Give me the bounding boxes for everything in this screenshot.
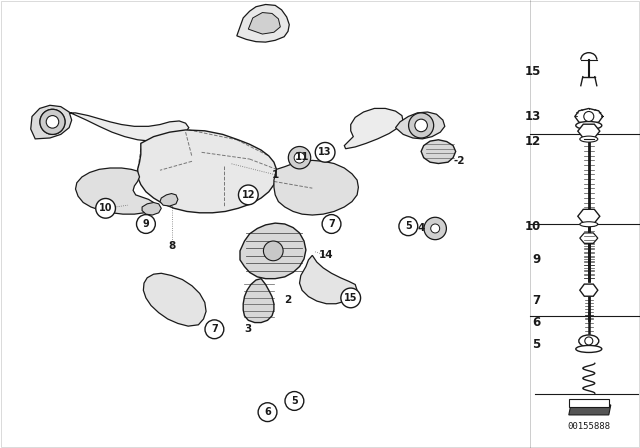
- Text: -2: -2: [454, 156, 465, 166]
- Text: 9: 9: [143, 219, 149, 229]
- Circle shape: [289, 146, 311, 169]
- Text: 15: 15: [524, 65, 541, 78]
- Text: 10: 10: [525, 220, 541, 233]
- Text: 13: 13: [525, 110, 541, 123]
- Polygon shape: [248, 13, 280, 34]
- Circle shape: [46, 116, 59, 128]
- Circle shape: [322, 215, 341, 233]
- Circle shape: [136, 215, 156, 233]
- Polygon shape: [76, 168, 155, 214]
- Text: 14: 14: [319, 250, 333, 260]
- Polygon shape: [344, 108, 403, 149]
- Polygon shape: [274, 160, 358, 215]
- Circle shape: [585, 337, 593, 345]
- Ellipse shape: [576, 121, 602, 129]
- Circle shape: [415, 119, 428, 132]
- Text: 3: 3: [244, 324, 252, 334]
- Text: 7: 7: [328, 219, 335, 229]
- Circle shape: [294, 152, 305, 163]
- Polygon shape: [421, 140, 456, 164]
- Polygon shape: [580, 233, 598, 243]
- Text: 7: 7: [532, 293, 541, 307]
- Text: 13: 13: [318, 147, 332, 157]
- Ellipse shape: [580, 136, 598, 142]
- Circle shape: [399, 217, 418, 236]
- Text: 11: 11: [295, 152, 309, 162]
- Polygon shape: [240, 223, 306, 279]
- Circle shape: [40, 109, 65, 134]
- Polygon shape: [142, 202, 161, 215]
- Polygon shape: [569, 405, 611, 415]
- Polygon shape: [300, 255, 357, 304]
- Text: 00155888: 00155888: [567, 422, 611, 431]
- Ellipse shape: [579, 335, 599, 347]
- FancyBboxPatch shape: [569, 399, 609, 407]
- Circle shape: [341, 288, 360, 308]
- Text: 5: 5: [405, 221, 412, 231]
- Polygon shape: [143, 273, 206, 326]
- Circle shape: [239, 185, 258, 205]
- Text: 1: 1: [271, 170, 279, 180]
- Polygon shape: [396, 112, 445, 139]
- Text: 12: 12: [525, 134, 541, 148]
- Text: 5: 5: [291, 396, 298, 406]
- Polygon shape: [160, 194, 178, 206]
- Ellipse shape: [580, 222, 598, 227]
- Circle shape: [431, 224, 440, 233]
- Polygon shape: [138, 130, 276, 213]
- Circle shape: [584, 112, 594, 121]
- Text: 15: 15: [344, 293, 358, 303]
- Text: 10: 10: [99, 203, 113, 213]
- Ellipse shape: [576, 345, 602, 353]
- Circle shape: [424, 217, 447, 240]
- Text: 4: 4: [417, 224, 425, 233]
- Text: 8: 8: [168, 241, 175, 251]
- Circle shape: [408, 113, 434, 138]
- Polygon shape: [243, 279, 274, 323]
- Polygon shape: [31, 105, 72, 139]
- Text: 12: 12: [241, 190, 255, 200]
- Circle shape: [40, 109, 65, 134]
- Circle shape: [285, 392, 304, 410]
- Text: 5: 5: [532, 338, 541, 352]
- Polygon shape: [578, 209, 600, 223]
- Text: 2: 2: [284, 295, 292, 305]
- Polygon shape: [237, 4, 289, 42]
- Circle shape: [46, 116, 59, 128]
- Circle shape: [96, 198, 115, 218]
- Text: 7: 7: [211, 324, 218, 334]
- Polygon shape: [35, 108, 189, 141]
- Polygon shape: [578, 124, 600, 138]
- Polygon shape: [580, 284, 598, 296]
- Text: 6: 6: [264, 407, 271, 417]
- Text: 9: 9: [532, 253, 541, 267]
- Circle shape: [258, 403, 277, 422]
- Text: 6: 6: [532, 316, 541, 329]
- Circle shape: [205, 320, 224, 339]
- FancyBboxPatch shape: [530, 0, 640, 448]
- Circle shape: [316, 142, 335, 162]
- Circle shape: [264, 241, 283, 261]
